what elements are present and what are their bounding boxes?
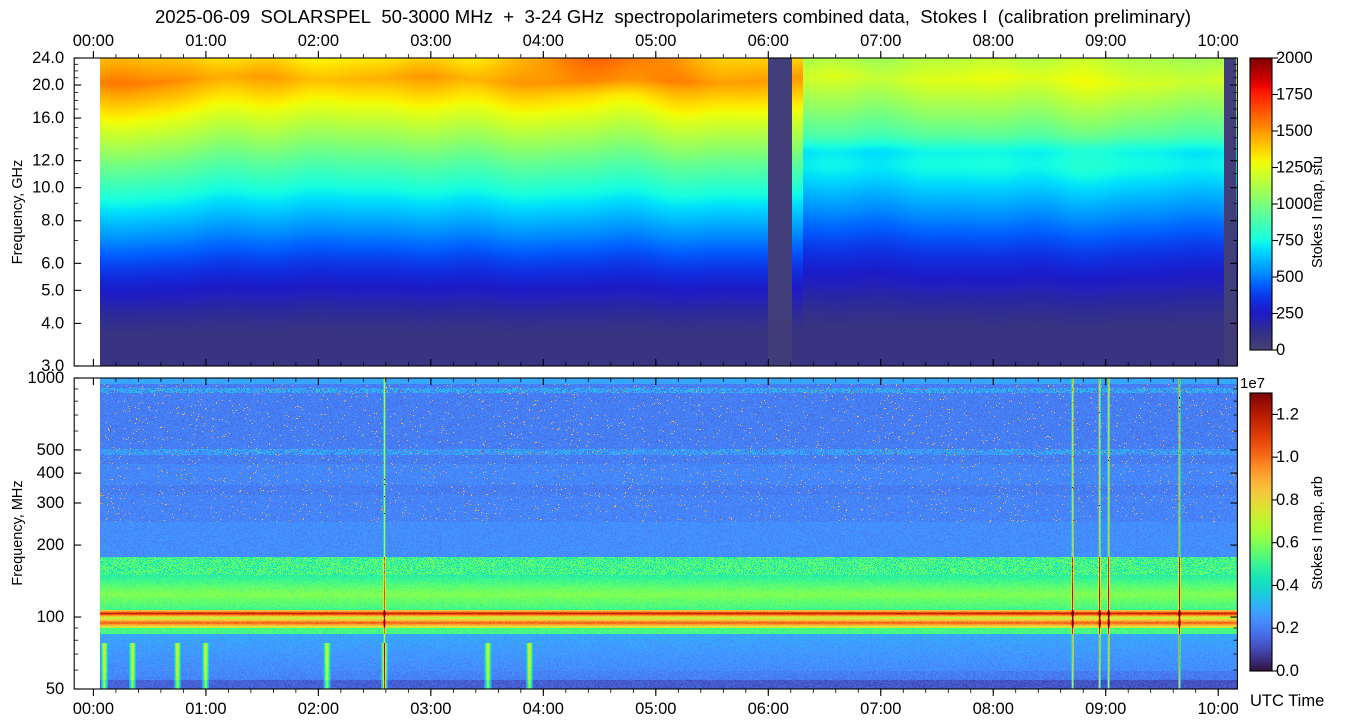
- svg-text:10.0: 10.0: [32, 179, 64, 197]
- svg-text:500: 500: [37, 441, 65, 459]
- svg-text:04:00: 04:00: [523, 32, 564, 50]
- svg-text:10:00: 10:00: [1198, 700, 1239, 718]
- svg-text:09:00: 09:00: [1085, 700, 1126, 718]
- svg-text:5.0: 5.0: [41, 281, 64, 299]
- svg-text:02:00: 02:00: [298, 32, 339, 50]
- svg-text:05:00: 05:00: [635, 700, 676, 718]
- svg-text:750: 750: [1276, 232, 1304, 250]
- svg-text:1250: 1250: [1276, 159, 1313, 177]
- svg-text:00:00: 00:00: [73, 700, 114, 718]
- svg-text:100: 100: [37, 608, 65, 626]
- svg-text:1e7: 1e7: [1240, 375, 1265, 392]
- svg-text:2025-06-09 SOLARSPEL 50-3000: 2025-06-09 SOLARSPEL 50-3000 MHz + 3-24 …: [155, 6, 1191, 27]
- svg-text:1750: 1750: [1276, 86, 1313, 104]
- svg-text:07:00: 07:00: [860, 700, 901, 718]
- svg-text:05:00: 05:00: [635, 32, 676, 50]
- svg-text:1500: 1500: [1276, 122, 1313, 140]
- svg-text:Frequency, MHz: Frequency, MHz: [10, 480, 26, 585]
- svg-text:24.0: 24.0: [32, 49, 64, 67]
- svg-text:300: 300: [37, 494, 65, 512]
- svg-text:04:00: 04:00: [523, 700, 564, 718]
- svg-text:00:00: 00:00: [73, 32, 114, 50]
- svg-text:250: 250: [1276, 305, 1304, 323]
- svg-text:UTC Time: UTC Time: [1250, 692, 1324, 710]
- svg-text:01:00: 01:00: [185, 700, 226, 718]
- svg-text:01:00: 01:00: [185, 32, 226, 50]
- svg-text:6.0: 6.0: [41, 254, 64, 272]
- svg-text:06:00: 06:00: [748, 700, 789, 718]
- svg-text:500: 500: [1276, 268, 1304, 286]
- svg-text:200: 200: [37, 536, 65, 554]
- svg-text:1000: 1000: [27, 369, 64, 387]
- svg-text:20.0: 20.0: [32, 76, 64, 94]
- svg-text:08:00: 08:00: [973, 32, 1014, 50]
- svg-text:08:00: 08:00: [973, 700, 1014, 718]
- svg-text:0.0: 0.0: [1276, 662, 1299, 680]
- svg-text:02:00: 02:00: [298, 700, 339, 718]
- svg-text:0.2: 0.2: [1276, 619, 1299, 637]
- svg-text:2000: 2000: [1276, 49, 1313, 67]
- svg-text:0.8: 0.8: [1276, 491, 1299, 509]
- svg-text:03:00: 03:00: [410, 700, 451, 718]
- svg-text:8.0: 8.0: [41, 212, 64, 230]
- svg-text:06:00: 06:00: [748, 32, 789, 50]
- svg-text:0.6: 0.6: [1276, 534, 1299, 552]
- svg-text:Frequency, GHz: Frequency, GHz: [10, 160, 26, 265]
- svg-text:50: 50: [46, 680, 64, 698]
- svg-text:1.0: 1.0: [1276, 448, 1299, 466]
- svg-text:10:00: 10:00: [1198, 32, 1239, 50]
- svg-text:1.2: 1.2: [1276, 405, 1299, 423]
- svg-text:1000: 1000: [1276, 195, 1313, 213]
- svg-text:Stokes I map, arb: Stokes I map, arb: [1310, 476, 1326, 590]
- svg-text:0.4: 0.4: [1276, 576, 1299, 594]
- svg-text:Stokes I map, sfu: Stokes I map, sfu: [1310, 156, 1326, 268]
- svg-text:07:00: 07:00: [860, 32, 901, 50]
- svg-text:4.0: 4.0: [41, 314, 64, 332]
- svg-text:16.0: 16.0: [32, 109, 64, 127]
- svg-text:09:00: 09:00: [1085, 32, 1126, 50]
- svg-text:0: 0: [1276, 341, 1285, 359]
- svg-text:03:00: 03:00: [410, 32, 451, 50]
- svg-text:12.0: 12.0: [32, 152, 64, 170]
- svg-text:400: 400: [37, 464, 65, 482]
